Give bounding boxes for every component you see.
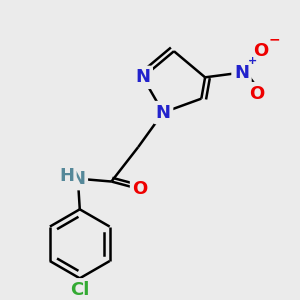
- Text: −: −: [268, 33, 280, 47]
- Text: N: N: [70, 170, 86, 188]
- Text: +: +: [248, 56, 257, 66]
- Text: H: H: [60, 167, 75, 185]
- Text: N: N: [234, 64, 249, 82]
- Text: O: O: [253, 43, 268, 61]
- Text: O: O: [249, 85, 265, 103]
- Text: N: N: [135, 68, 150, 86]
- Text: Cl: Cl: [70, 281, 89, 299]
- Text: O: O: [133, 180, 148, 198]
- Text: N: N: [156, 103, 171, 122]
